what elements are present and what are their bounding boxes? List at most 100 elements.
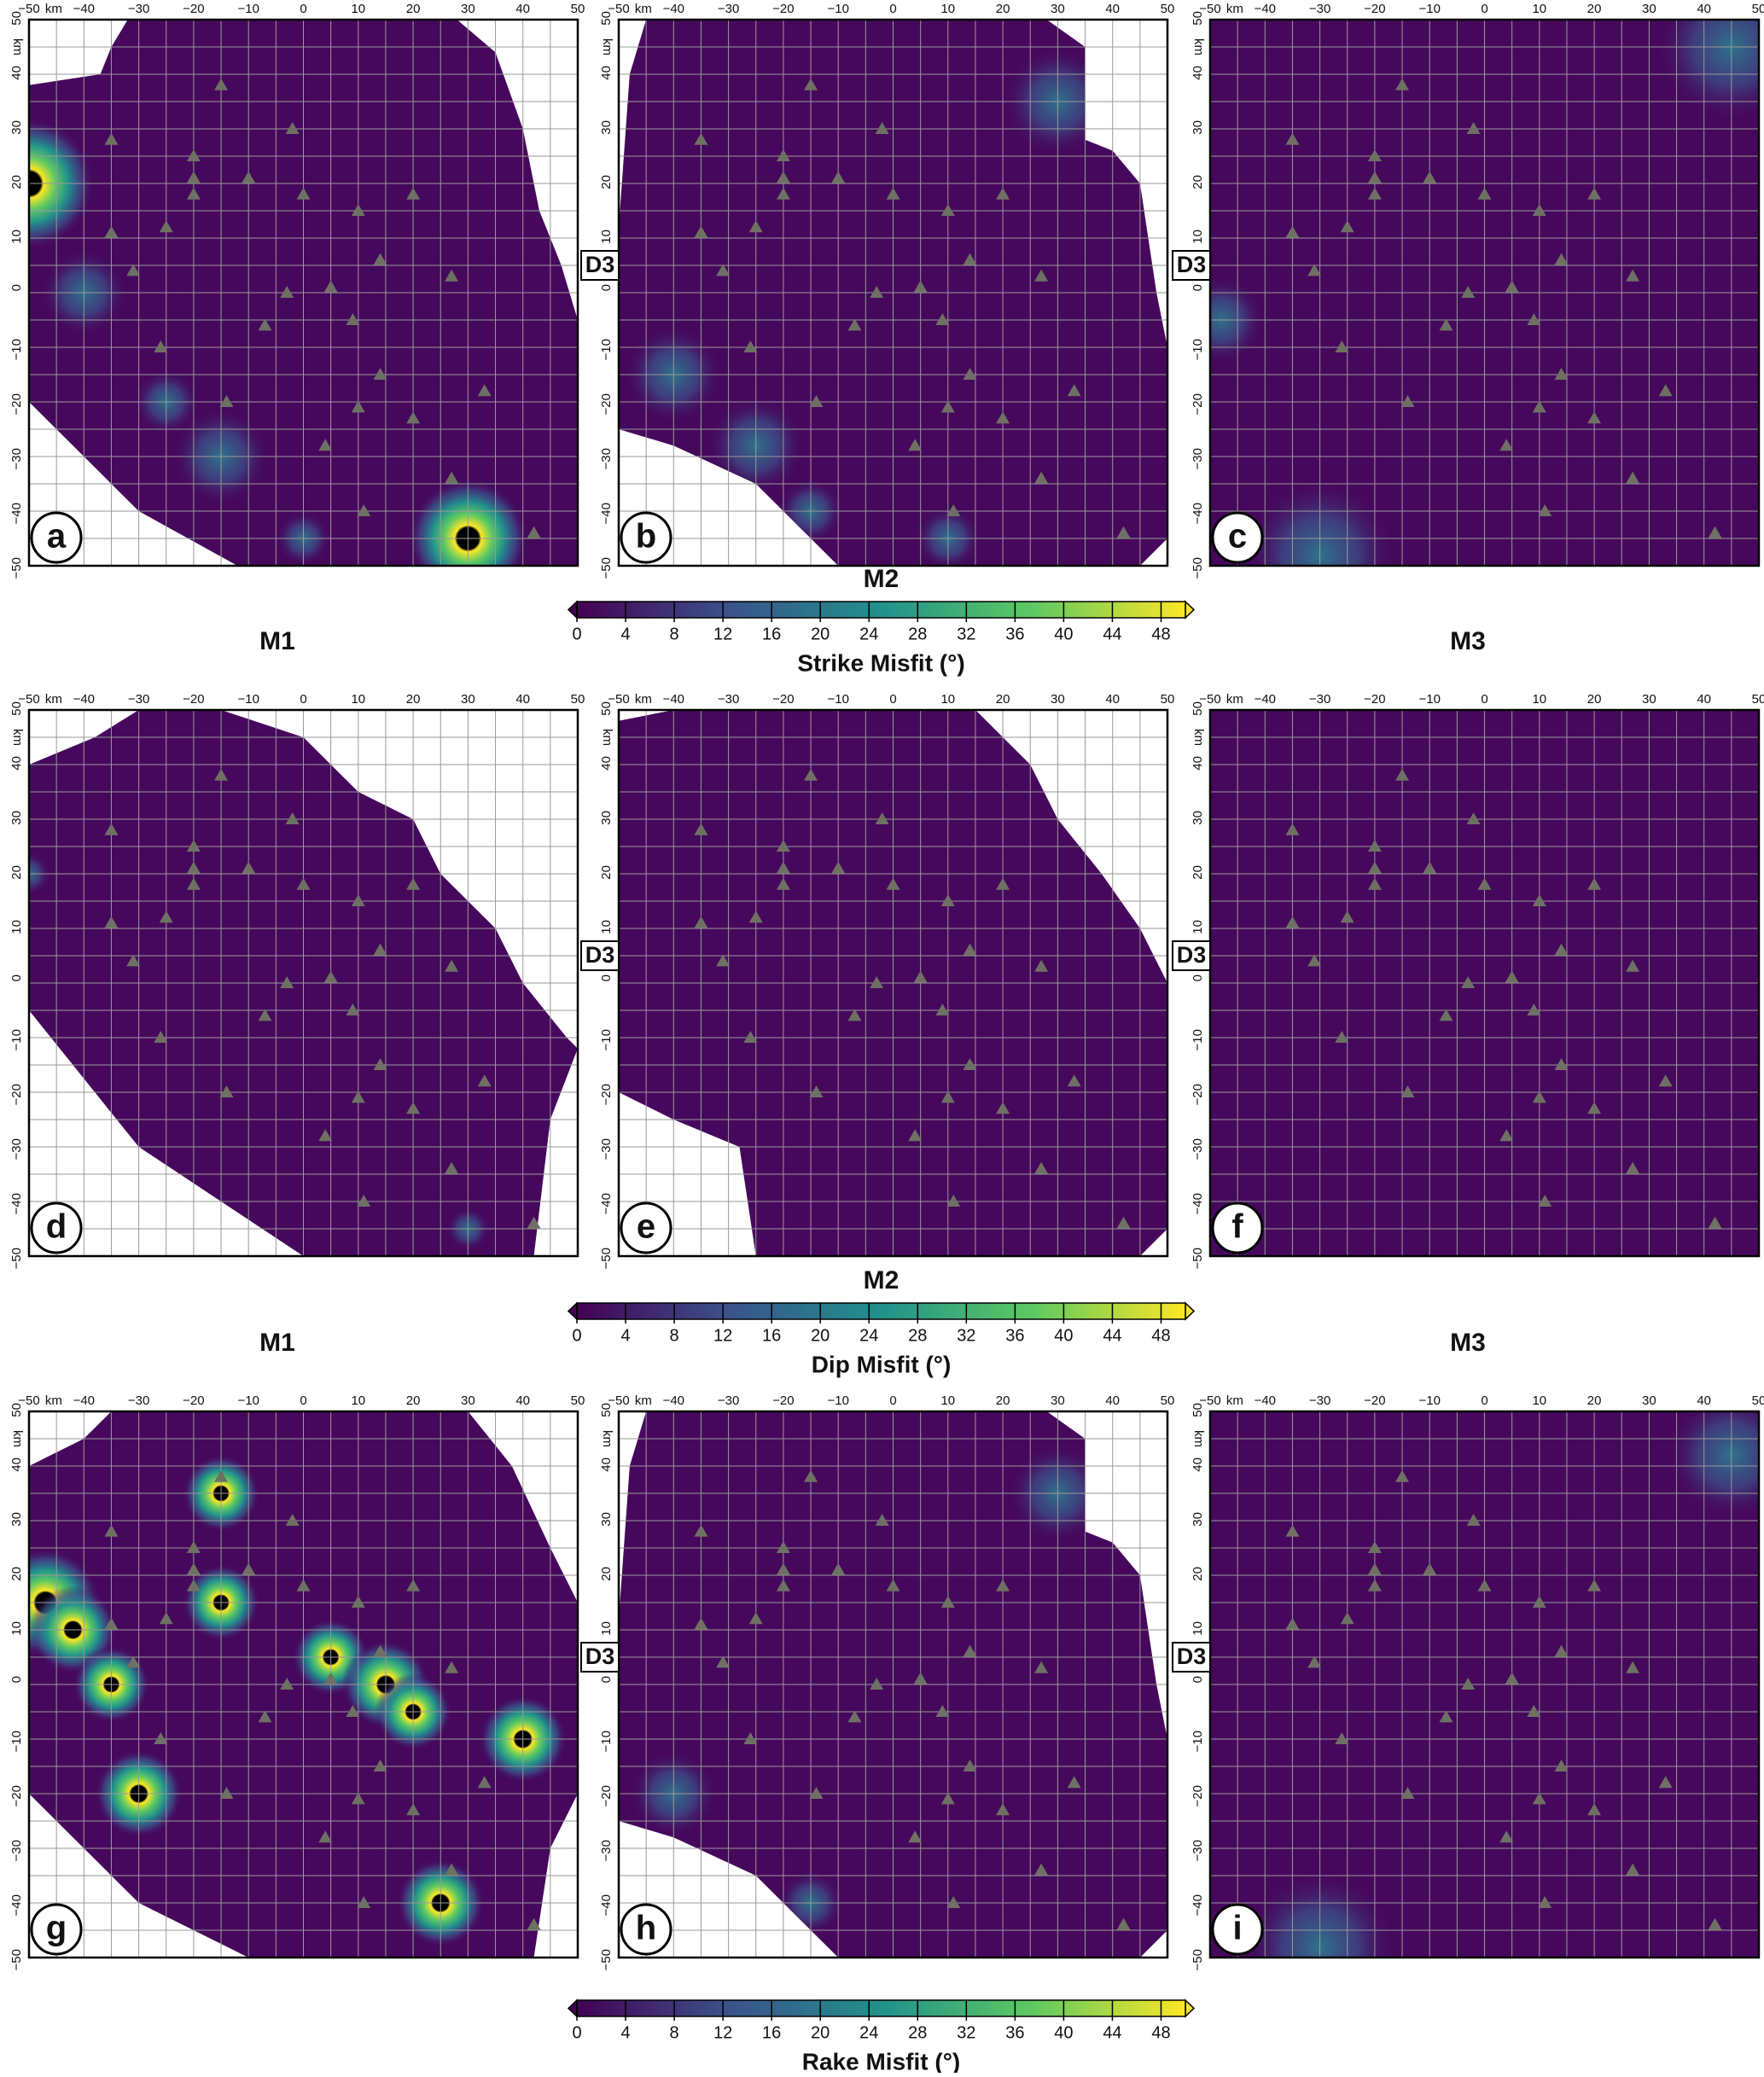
- x-tick-label: −50: [1199, 2, 1220, 16]
- station: [1554, 1058, 1569, 1070]
- station: [809, 1787, 824, 1799]
- marker-box: [1172, 940, 1211, 971]
- y-tick-label: −50: [9, 1949, 24, 1970]
- y-tick-label: 0: [9, 284, 24, 291]
- station: [1400, 395, 1415, 407]
- station: [477, 384, 492, 397]
- y-tick-label: −40: [9, 503, 24, 524]
- map-panel: −50 −40 −30 −20 −10 0 10 20 30 40 50−50−40−30−20−1…: [580, 692, 1174, 1269]
- y-tick-label: −40: [599, 1193, 614, 1214]
- station: [886, 877, 900, 890]
- panel-label-badge: [620, 511, 672, 564]
- colorbar-tick-label: 20: [811, 625, 830, 643]
- map-panel: −50 −40 −30 −20 −10 0 10 20 30 40 50−50−40−30−20−1…: [1172, 2, 1764, 579]
- field-hotspot: [29, 852, 51, 896]
- station: [214, 78, 229, 90]
- station: [946, 1195, 961, 1207]
- panel-frame: [27, 1410, 579, 1959]
- station: [214, 1469, 229, 1482]
- colorbar-end: [567, 1998, 578, 2018]
- y-tick-label: 10: [599, 1621, 614, 1636]
- x-tick-label: −20: [183, 692, 204, 707]
- station: [1477, 1579, 1492, 1591]
- station: [1285, 1617, 1300, 1630]
- station: [1335, 1732, 1349, 1744]
- station: [913, 970, 928, 983]
- station: [1395, 78, 1410, 90]
- station: [1554, 253, 1569, 265]
- colorbar-label: Strike Misfit (°): [797, 649, 964, 676]
- y-tick-label: 50: [9, 701, 24, 716]
- x-tick-label: −30: [718, 1393, 739, 1408]
- x-tick-label: −20: [1364, 692, 1385, 707]
- map-panel: −50 −40 −30 −20 −10 0 10 20 30 40 50−50−40−30−20−1…: [9, 2, 585, 579]
- x-tick-label: 40: [515, 1393, 530, 1408]
- station: [1626, 959, 1640, 972]
- model-title: M2: [864, 565, 899, 593]
- colorbar-tick-label: 8: [670, 2023, 679, 2042]
- y-tick-label: 40: [1191, 66, 1205, 80]
- station: [1527, 313, 1541, 325]
- x-tick-label: −40: [73, 1393, 95, 1408]
- station: [527, 1216, 541, 1229]
- y-tick-label: 50: [599, 1403, 614, 1417]
- station: [1285, 225, 1300, 238]
- y-tick-label: −10: [599, 339, 614, 360]
- station: [1335, 1031, 1349, 1043]
- x-tick-label: −40: [663, 1393, 684, 1408]
- panel-label-badge: [620, 1201, 672, 1254]
- station: [1532, 204, 1546, 216]
- station: [258, 1009, 272, 1021]
- station: [946, 1896, 961, 1908]
- station: [357, 504, 371, 516]
- station: [351, 1596, 365, 1608]
- x-tick-label: −50: [1199, 1393, 1220, 1408]
- colorbar-tick-label: 16: [762, 625, 781, 643]
- colorbar-tick-label: 4: [620, 2023, 630, 2042]
- station: [373, 253, 387, 265]
- station: [1587, 411, 1602, 424]
- x-unit-label: km: [635, 1393, 652, 1408]
- x-unit-label: km: [45, 1393, 62, 1408]
- station: [1423, 171, 1437, 183]
- station: [1587, 1579, 1602, 1591]
- station: [527, 1917, 541, 1930]
- y-unit-label: km: [1191, 1430, 1206, 1447]
- x-tick-label: −40: [1255, 1393, 1276, 1408]
- station: [445, 959, 459, 972]
- y-tick-label: −30: [1191, 1138, 1205, 1160]
- x-tick-label: −50: [608, 1393, 629, 1408]
- colorbar-end: [567, 1301, 578, 1321]
- station: [280, 286, 294, 298]
- y-tick-label: 50: [9, 1403, 24, 1417]
- x-tick-label: 20: [996, 1393, 1010, 1408]
- x-tick-label: −10: [237, 692, 259, 707]
- station: [1532, 1596, 1546, 1608]
- x-tick-label: 50: [1752, 1393, 1764, 1408]
- station: [104, 823, 119, 835]
- station: [1367, 187, 1382, 200]
- x-tick-label: −10: [827, 1393, 848, 1408]
- y-tick-label: 10: [599, 920, 614, 934]
- station: [1708, 526, 1722, 538]
- x-tick-label: −50: [18, 2, 39, 16]
- colorbar-tick-label: 20: [811, 1326, 830, 1345]
- model-title: M1: [259, 1329, 295, 1357]
- panel-label: h: [636, 1910, 656, 1947]
- map-panel: −50 −40 −30 −20 −10 0 10 20 30 40 50−50−40−30−20−1…: [1172, 692, 1764, 1269]
- panel-frame: [1208, 1410, 1761, 1959]
- station: [996, 877, 1010, 890]
- x-tick-label: 10: [351, 692, 365, 707]
- map-panel: −50 −40 −30 −20 −10 0 10 20 30 40 50−50−40−30−20−1…: [9, 692, 585, 1269]
- x-tick-label: −30: [1309, 2, 1330, 16]
- station: [1658, 384, 1673, 397]
- station: [870, 976, 884, 988]
- station: [716, 1655, 731, 1668]
- colorbar-tick-label: 40: [1054, 2023, 1073, 2042]
- x-tick-label: 20: [406, 692, 421, 707]
- colorbar-tick-label: 0: [572, 2023, 581, 2042]
- station: [1554, 943, 1569, 956]
- station: [346, 1705, 360, 1717]
- y-tick-label: 20: [599, 175, 614, 189]
